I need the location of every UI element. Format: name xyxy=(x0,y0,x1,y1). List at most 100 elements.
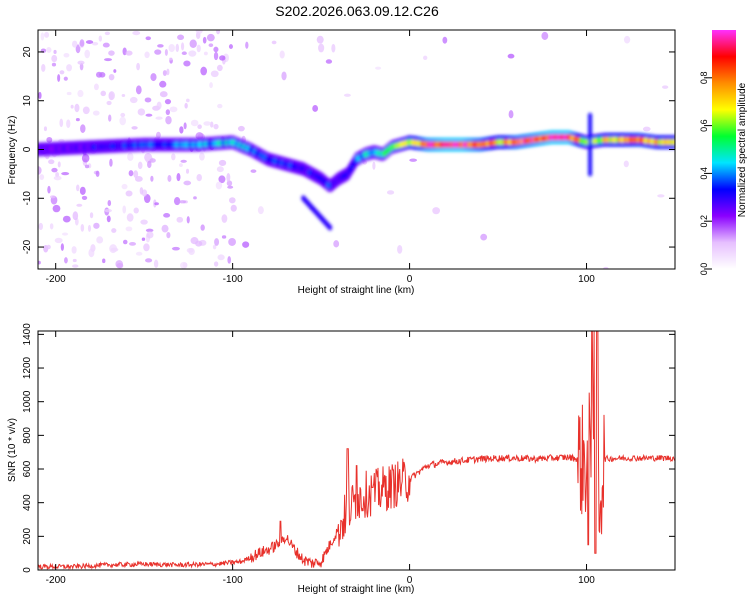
spectrogram-y-ticks: -20 -10 0 10 20 xyxy=(22,46,675,254)
spectrogram-noise-blob xyxy=(208,43,214,48)
spectrogram-noise-blob xyxy=(165,109,171,116)
spectrogram-noise-blob xyxy=(137,161,143,170)
spectrogram-noise-blob xyxy=(196,173,202,182)
spectrogram-noise-blob xyxy=(156,101,162,110)
spectrogram-noise-blob xyxy=(333,240,340,248)
spectrogram-noise-blob xyxy=(154,49,162,55)
spectrogram-noise-blob xyxy=(43,126,48,132)
spectrogram-noise-blob xyxy=(74,103,80,113)
spectrogram-noise-blob xyxy=(168,43,175,53)
spectrogram-noise-blob xyxy=(166,68,170,76)
spectrogram-noise-blob xyxy=(122,239,128,245)
spectrogram-noise-blob xyxy=(64,257,68,264)
spectrogram-noise-blob xyxy=(128,170,134,177)
spectrogram-noise-blob xyxy=(104,208,112,213)
y-tick-label: 1400 xyxy=(22,323,33,346)
spectrogram-noise-blob xyxy=(76,184,80,192)
spectrogram-noise-blob xyxy=(95,170,100,177)
spectrogram-noise-blob xyxy=(80,124,86,133)
colorbar-tick-label: 0.6 xyxy=(699,119,709,132)
spectrogram-noise-blob xyxy=(257,206,264,215)
spectrogram-noise-blob xyxy=(623,35,631,44)
spectrogram-noise-blob xyxy=(77,89,84,98)
spectrogram-noise-blob xyxy=(325,59,333,64)
x-tick-label: 0 xyxy=(407,575,413,586)
spectrogram-noise-blob xyxy=(271,40,277,45)
y-tick-label: -20 xyxy=(22,239,33,254)
spectrogram-noise-blob xyxy=(133,207,139,214)
spectrogram-noise-blob xyxy=(143,194,151,204)
spectrogram-noise-blob xyxy=(93,222,100,229)
spectrogram-noise-blob xyxy=(173,197,181,206)
y-tick-label: 10 xyxy=(22,95,33,107)
spectrogram-noise-blob xyxy=(177,34,185,40)
spectrogram-noise-blob xyxy=(164,48,168,56)
y-tick-label: -10 xyxy=(22,191,33,206)
spectrogram-noise-blob xyxy=(159,91,168,98)
x-tick-label: 0 xyxy=(407,274,413,285)
y-tick-label: 0 xyxy=(22,567,33,573)
spectrogram-noise-blob xyxy=(193,196,197,200)
spectrogram-noise-blob xyxy=(221,214,228,223)
spectrogram-noise-blob xyxy=(196,44,201,53)
spectrogram-noise-blob xyxy=(131,126,138,130)
spectrogram-noise-blob xyxy=(147,160,152,169)
spectrogram-noise-blob xyxy=(190,119,199,127)
ridge-core xyxy=(672,139,675,146)
spectrogram-noise-blob xyxy=(183,60,191,67)
spectrogram-noise-blob xyxy=(149,158,156,163)
spectrogram-noise-blob xyxy=(145,228,154,233)
spectrogram-noise-blob xyxy=(216,166,224,173)
spectrogram-noise-blob xyxy=(143,243,150,252)
spectrogram-noise-blob xyxy=(108,91,115,101)
colorbar-tick-label: 0.0 xyxy=(699,263,709,276)
snr-series-line xyxy=(38,331,675,570)
spectrogram-noise-blob xyxy=(188,247,195,256)
spectrogram-noise-blob xyxy=(226,173,231,183)
spectrogram-noise-blob xyxy=(106,215,111,223)
spectrogram-noise-blob xyxy=(209,82,213,89)
spectrogram-noise-blob xyxy=(188,50,197,57)
spectrogram-noise-blob xyxy=(132,30,141,36)
spectrogram-noise-blob xyxy=(202,36,207,44)
spectrogram-noise-blob xyxy=(183,180,192,186)
spectrogram-noise-blob xyxy=(57,74,61,82)
spectrogram-noise-blob xyxy=(210,70,219,78)
spectrogram-noise-blob xyxy=(180,42,185,51)
spectrogram-noise-blob xyxy=(125,190,133,197)
spectrogram-noise-blob xyxy=(165,115,172,125)
spectrogram-noise-blob xyxy=(60,243,64,251)
spectrogram-noise-blob xyxy=(122,205,127,214)
spectrogram-noise-blob xyxy=(126,213,134,222)
spectrogram-noise-blob xyxy=(135,85,142,95)
spectrogram-noise-blob xyxy=(89,212,94,219)
spectrogram-noise-blob xyxy=(79,186,86,196)
spectrogram-noise-blob xyxy=(88,248,95,258)
spectrogram-noise-blob xyxy=(46,136,53,143)
spectrogram-noise-blob xyxy=(343,93,351,97)
spectrogram-noise-blob xyxy=(120,112,126,118)
spectrogram-noise-blob xyxy=(108,73,115,81)
spectrogram-noise-blob xyxy=(442,36,448,44)
colorbar-ticks: 0.0 0.2 0.4 0.6 0.8 xyxy=(699,72,712,276)
spectrogram-noise-blob xyxy=(230,204,237,212)
spectrogram-noise-blob xyxy=(116,262,124,269)
spectrogram-noise-blob xyxy=(51,167,58,173)
spectrogram-noise-blob xyxy=(75,117,80,122)
spectrogram-noise-blob xyxy=(61,172,70,176)
spectrogram-noise-blob xyxy=(106,100,112,106)
spectrogram-noise-blob xyxy=(71,40,78,48)
spectrogram-noise-blob xyxy=(623,160,629,168)
spectrogram-noise-blob xyxy=(242,241,250,248)
snr-y-ticks: 0 200 400 600 800 1000 1200 1400 xyxy=(22,323,675,573)
x-tick-label: 100 xyxy=(578,274,595,285)
spectrogram-noise-blob xyxy=(59,70,65,75)
y-tick-label: 1200 xyxy=(22,356,33,379)
spectrogram-y-label: Frequency (Hz) xyxy=(7,116,18,185)
spectrogram-noise-blob xyxy=(66,91,72,96)
spectrogram-noise-blob xyxy=(92,41,99,46)
spectrogram-noise-blob xyxy=(184,102,188,109)
spectrogram-noise-blob xyxy=(125,226,133,232)
spectrogram-noise-blob xyxy=(175,43,180,53)
spectrogram-noise-blob xyxy=(63,52,70,58)
